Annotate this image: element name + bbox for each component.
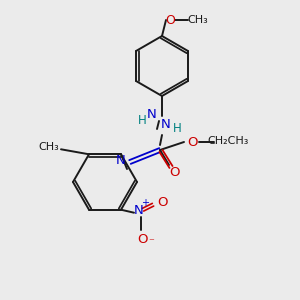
Text: H: H (172, 122, 182, 136)
Text: CH₃: CH₃ (39, 142, 59, 152)
Text: N: N (116, 154, 126, 166)
Text: O: O (157, 196, 167, 209)
Text: O: O (138, 233, 148, 246)
Text: O: O (165, 14, 175, 26)
Text: N: N (147, 109, 157, 122)
Text: CH₂CH₃: CH₂CH₃ (207, 136, 249, 146)
Text: H: H (138, 113, 146, 127)
Text: O: O (170, 166, 180, 178)
Text: +: + (141, 198, 149, 208)
Text: O: O (187, 136, 197, 148)
Text: N: N (161, 118, 171, 131)
Text: CH₃: CH₃ (188, 15, 208, 25)
Text: N: N (134, 204, 144, 217)
Text: ⁻: ⁻ (148, 238, 154, 248)
